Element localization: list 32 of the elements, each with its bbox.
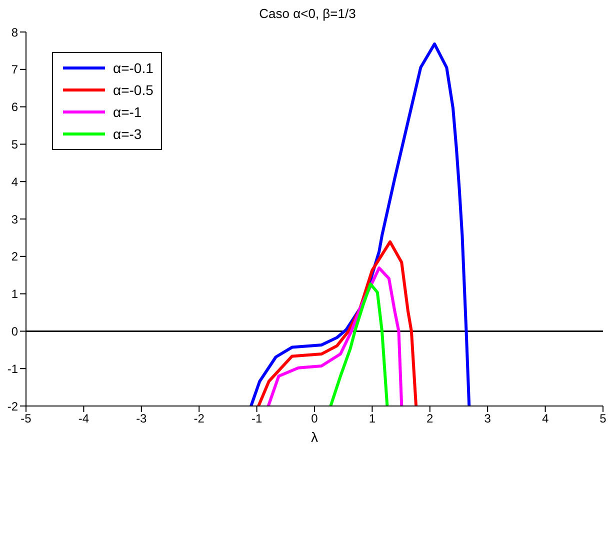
chart-title: Caso α<0, β=1/3 [258, 6, 357, 21]
x-tick-label: 0 [311, 412, 318, 426]
line-series [257, 240, 418, 406]
x-tick-label: -2 [194, 412, 205, 426]
y-tick-label: 4 [11, 174, 18, 189]
x-tick-label: -3 [136, 412, 148, 426]
x-tick-label: 1 [368, 412, 376, 426]
y-tick-label: 5 [11, 137, 18, 152]
y-tick-label: 2 [11, 250, 18, 264]
x-tick-label: -4 [78, 412, 90, 426]
legend-label: α=-0.1 [113, 60, 154, 76]
line-series [250, 42, 471, 406]
x-tick-label: 4 [542, 412, 549, 426]
y-tick-label: 7 [11, 62, 18, 77]
legend-label: α=-3 [113, 126, 142, 142]
y-tick-label: -2 [7, 399, 18, 414]
y-tick-label: 3 [11, 212, 18, 226]
x-tick-label: -5 [20, 412, 32, 426]
y-tick-label: 1 [11, 287, 18, 302]
x-axis-title: λ [311, 429, 318, 445]
y-tick-label: 6 [11, 100, 18, 114]
legend-label: α=-0.5 [113, 82, 154, 98]
line-series [329, 282, 389, 406]
y-tick-label: 0 [11, 324, 18, 338]
y-tick-label: -1 [7, 362, 18, 376]
line-series [266, 266, 404, 406]
x-tick-label: 2 [426, 412, 434, 426]
x-tick-label: 3 [484, 412, 492, 426]
legend-label: α=-1 [113, 104, 142, 120]
x-tick-label: 5 [600, 412, 607, 426]
y-tick-label: 8 [11, 25, 18, 40]
x-tick-label: -1 [251, 412, 262, 426]
